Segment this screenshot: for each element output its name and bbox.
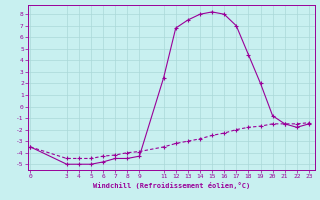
X-axis label: Windchill (Refroidissement éolien,°C): Windchill (Refroidissement éolien,°C)	[93, 182, 250, 189]
